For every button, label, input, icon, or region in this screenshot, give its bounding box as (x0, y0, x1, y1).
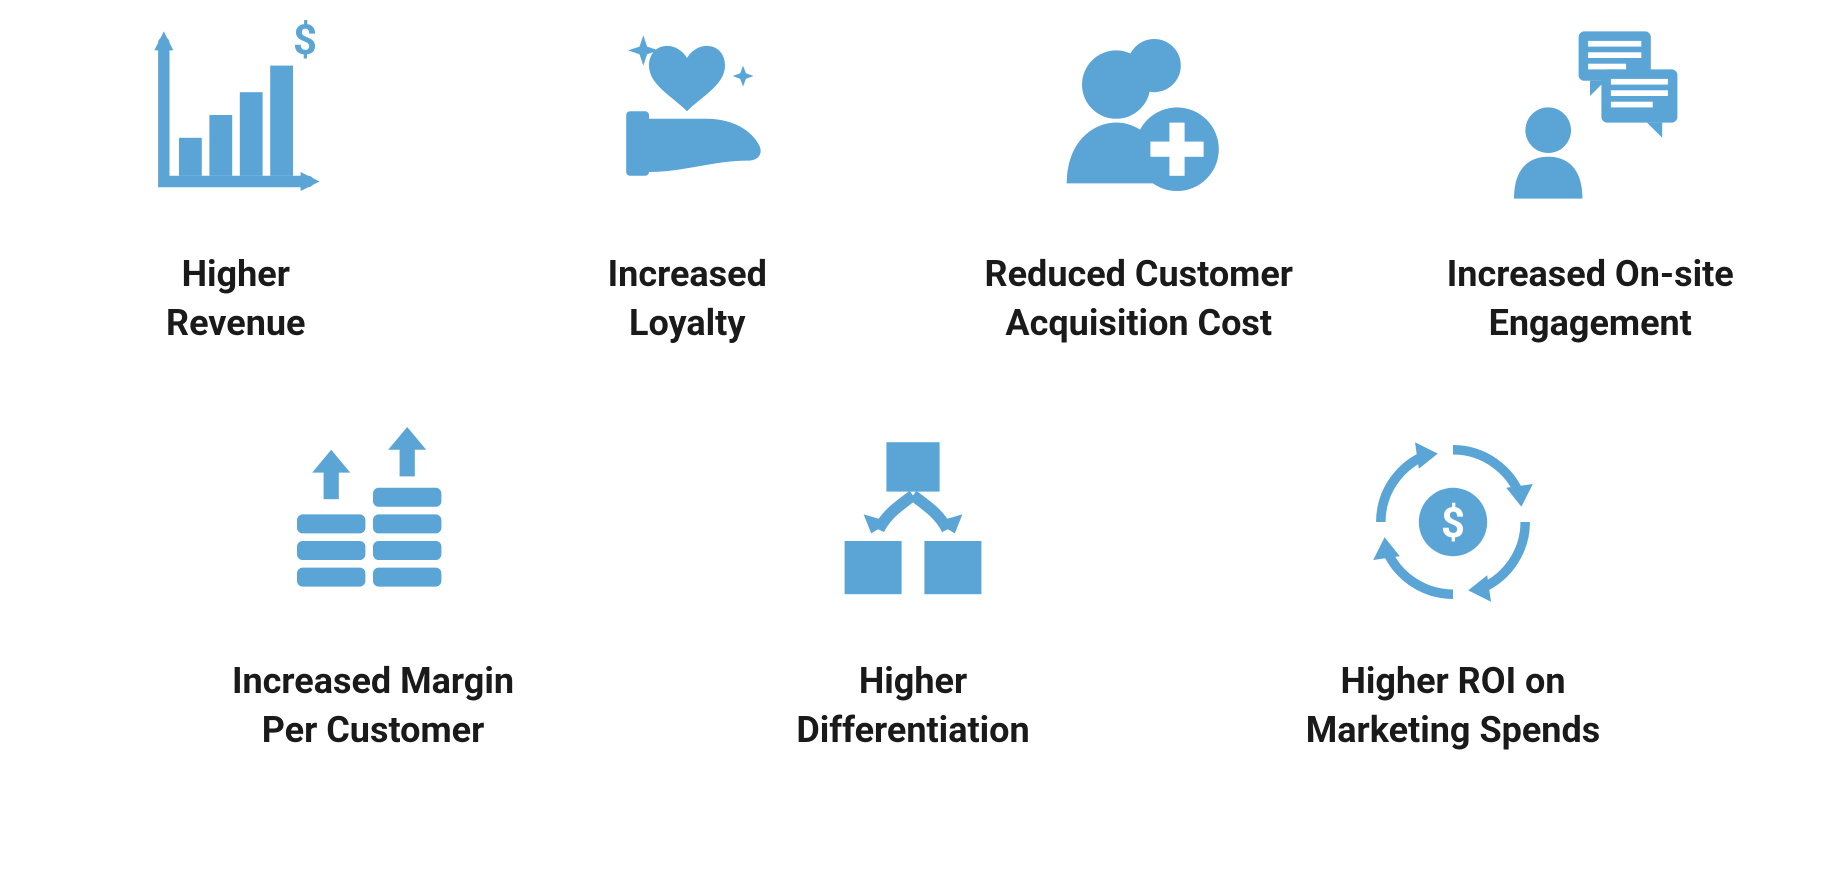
benefits-grid: $ Higher Revenue Increased Loyalty (40, 20, 1786, 754)
benefit-reduced-cac: Reduced Customer Acquisition Cost (949, 20, 1329, 347)
benefit-label: Higher Revenue (166, 250, 306, 347)
dollar-cycle-icon: $ (1358, 427, 1548, 617)
benefit-label: Reduced Customer Acquisition Cost (985, 250, 1293, 347)
benefit-higher-differentiation: Higher Differentiation (723, 427, 1103, 754)
svg-text:$: $ (293, 20, 317, 65)
benefits-row-2: Increased Margin Per Customer Higher Dif… (40, 427, 1786, 754)
benefit-label: Higher Differentiation (796, 657, 1029, 754)
user-chat-icon (1495, 20, 1685, 210)
user-plus-icon (1044, 20, 1234, 210)
benefits-row-1: $ Higher Revenue Increased Loyalty (40, 20, 1786, 347)
benefit-label: Increased Loyalty (608, 250, 767, 347)
split-blocks-icon (818, 427, 1008, 617)
benefit-label: Increased On-site Engagement (1447, 250, 1734, 347)
benefit-increased-engagement: Increased On-site Engagement (1400, 20, 1780, 347)
benefit-increased-margin: Increased Margin Per Customer (183, 427, 563, 754)
benefit-increased-loyalty: Increased Loyalty (497, 20, 877, 347)
benefit-label: Higher ROI on Marketing Spends (1306, 657, 1601, 754)
coins-up-icon (278, 427, 468, 617)
bar-chart-dollar-icon: $ (141, 20, 331, 210)
svg-text:$: $ (1441, 499, 1465, 548)
benefit-higher-revenue: $ Higher Revenue (46, 20, 426, 347)
benefit-label: Increased Margin Per Customer (232, 657, 514, 754)
hand-heart-icon (592, 20, 782, 210)
benefit-higher-roi: $ Higher ROI on Marketing Spends (1263, 427, 1643, 754)
